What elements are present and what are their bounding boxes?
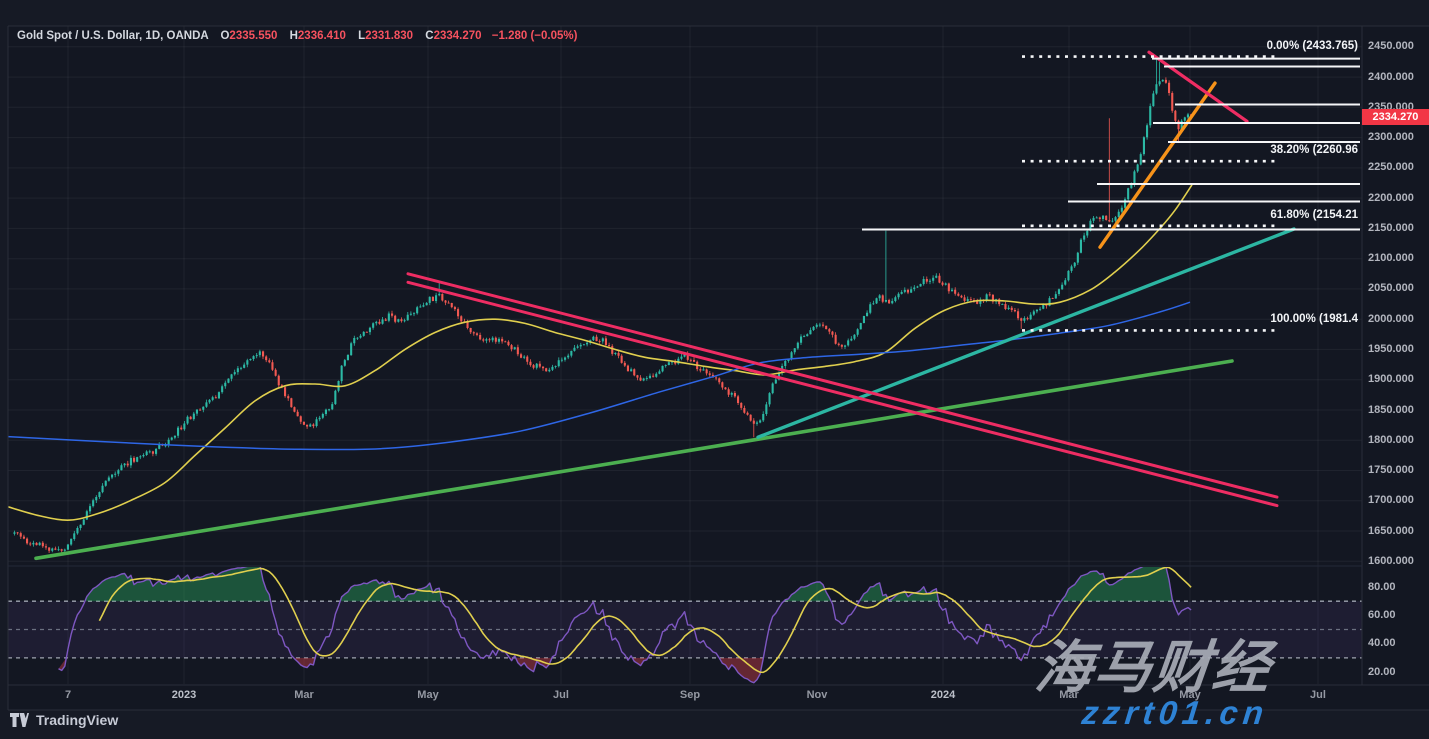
trendline-steep-pink[interactable] <box>1147 50 1249 123</box>
price-tick-label: 2250.000 <box>1368 161 1414 174</box>
fib-level-label: 100.00% (1981.4 <box>1270 313 1358 326</box>
time-tick-label: 2023 <box>171 689 197 701</box>
low-value: 2331.830 <box>365 30 414 42</box>
footer-brand-text[interactable]: TradingView <box>36 712 119 728</box>
time-tick-label: Jul <box>553 689 569 701</box>
price-tick-label: 2200.000 <box>1368 191 1414 204</box>
low-label: L <box>358 30 366 42</box>
watermark-chinese-text: 海马财经 <box>1032 636 1275 700</box>
rsi-tick-label: 60.00 <box>1368 608 1396 621</box>
trendline-steep-orange[interactable] <box>1098 81 1217 249</box>
rsi-ma-line[interactable] <box>98 567 1192 674</box>
time-tick-label: Nov <box>806 689 828 701</box>
price-tick-label: 2000.000 <box>1368 312 1414 325</box>
open-value: 2335.550 <box>229 30 278 42</box>
price-tick-label: 2450.000 <box>1368 40 1414 53</box>
watermark-url-text: zzrt01.cn <box>1080 694 1271 731</box>
price-tick-label: 1650.000 <box>1368 524 1414 537</box>
symbol-title[interactable]: Gold Spot / U.S. Dollar, 1D, OANDA <box>17 30 209 42</box>
ma-slow-blue[interactable] <box>8 301 1191 451</box>
last-price-badge: 2334.270 <box>1362 108 1429 125</box>
open-label: O <box>220 30 230 42</box>
price-tick-label: 2050.000 <box>1368 282 1414 295</box>
price-tick-label: 1900.000 <box>1368 373 1414 386</box>
time-tick-label: 7 <box>64 689 72 701</box>
close-label: C <box>425 30 434 42</box>
price-tick-label: 2150.000 <box>1368 221 1414 234</box>
symbol-info-bar[interactable]: Gold Spot / U.S. Dollar, 1D, OANDA O2335… <box>17 30 577 42</box>
price-tick-label: 1950.000 <box>1368 342 1414 355</box>
tradingview-logo-icon[interactable] <box>10 713 29 727</box>
trendline-channel-pink-upper[interactable] <box>406 272 1279 499</box>
price-tick-label: 1800.000 <box>1368 433 1414 446</box>
high-label: H <box>289 30 298 42</box>
trendline-ascending-green[interactable] <box>34 359 1234 561</box>
price-tick-label: 2300.000 <box>1368 131 1414 144</box>
time-tick-label: May <box>417 689 439 701</box>
price-tick-label: 2400.000 <box>1368 70 1414 83</box>
time-tick-label: 2024 <box>930 689 956 701</box>
close-value: 2334.270 <box>433 30 482 42</box>
price-tick-label: 2100.000 <box>1368 252 1414 265</box>
time-tick-label: Mar <box>1059 689 1079 701</box>
last-price-text: 2334.270 <box>1372 110 1419 123</box>
trendline-channel-pink-lower[interactable] <box>406 280 1279 508</box>
ma-fast-yellow[interactable] <box>8 184 1193 521</box>
time-tick-label: Mar <box>294 689 314 701</box>
price-tick-label: 1750.000 <box>1368 464 1414 476</box>
change-value: −1.280 (−0.05%) <box>491 30 578 42</box>
time-tick-label: Jul <box>1310 689 1326 701</box>
rsi-tick-label: 80.00 <box>1368 580 1396 593</box>
time-tick-label: Sep <box>679 689 701 701</box>
rsi-tick-label: 40.00 <box>1368 637 1396 650</box>
price-tick-label: 1700.000 <box>1368 494 1414 507</box>
trendline-ascending-teal[interactable] <box>756 227 1296 439</box>
price-tick-label: 1600.000 <box>1368 554 1414 567</box>
time-tick-label: May <box>1179 689 1201 701</box>
rsi-line[interactable] <box>58 563 1192 684</box>
rsi-tick-label: 20.00 <box>1368 665 1396 678</box>
fib-level-label: 38.20% (2260.96 <box>1270 144 1358 157</box>
fib-level-label: 0.00% (2433.765) <box>1266 39 1358 52</box>
fib-level-label: 61.80% (2154.21 <box>1270 208 1358 221</box>
high-value: 2336.410 <box>297 30 346 42</box>
footer-bar: TradingView <box>10 712 118 728</box>
price-tick-label: 1850.000 <box>1368 403 1414 416</box>
